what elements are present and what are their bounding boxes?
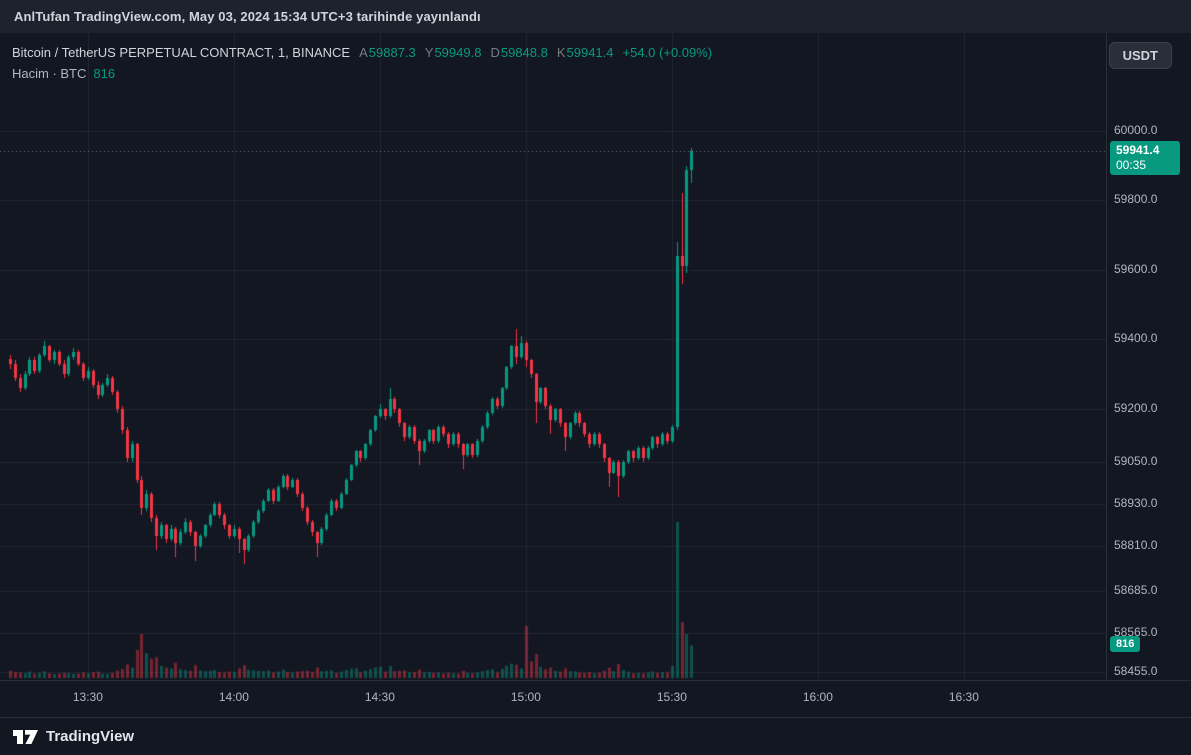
currency-toggle-button[interactable]: USDT bbox=[1108, 42, 1172, 69]
legend-volume-row: Hacim · BTC 816 bbox=[12, 63, 712, 84]
close-label: K bbox=[556, 45, 566, 60]
time-axis-label: 16:00 bbox=[802, 690, 833, 704]
chart-area: Bitcoin / TetherUS PERPETUAL CONTRACT, 1… bbox=[0, 33, 1106, 680]
last-price-value: 59941.4 bbox=[1116, 143, 1160, 158]
tradingview-brand-link[interactable]: TradingView bbox=[13, 728, 134, 746]
price-axis-label: 59050.0 bbox=[1114, 453, 1158, 468]
open-value: 59887.3 bbox=[368, 45, 416, 60]
price-axis-label: 58455.0 bbox=[1114, 664, 1158, 678]
volume-indicator-value: 816 bbox=[93, 66, 116, 81]
high-label: Y bbox=[424, 45, 434, 60]
last-price-badge: 59941.4 00:35 bbox=[1110, 141, 1180, 176]
low-value: 59848.8 bbox=[500, 45, 548, 60]
time-axis-label: 16:30 bbox=[948, 690, 979, 704]
price-axis-label: 60000.0 bbox=[1114, 123, 1158, 137]
volume-indicator-label[interactable]: Hacim · BTC bbox=[12, 66, 87, 81]
symbol-title[interactable]: Bitcoin / TetherUS PERPETUAL CONTRACT, 1… bbox=[12, 45, 351, 60]
footer-bar: TradingView bbox=[0, 717, 1191, 755]
price-axis-label: 59600.0 bbox=[1114, 261, 1158, 276]
time-axis-label: 14:30 bbox=[364, 690, 395, 704]
price-axis-label: 59800.0 bbox=[1114, 192, 1158, 207]
change-value: +54.0 (+0.09%) bbox=[622, 45, 713, 60]
candlestick-chart-canvas[interactable] bbox=[0, 33, 1106, 680]
time-axis-label: 13:30 bbox=[72, 690, 103, 704]
time-axis-label: 14:00 bbox=[218, 690, 249, 704]
legend-symbol-row: Bitcoin / TetherUS PERPETUAL CONTRACT, 1… bbox=[12, 42, 712, 63]
tradingview-logo-icon bbox=[13, 729, 38, 744]
time-axis-label: 15:30 bbox=[656, 690, 687, 704]
time-axis[interactable]: 13:30 14:00 14:30 15:00 15:30 16:00 16:30 bbox=[0, 680, 1191, 717]
close-value: 59941.4 bbox=[566, 45, 614, 60]
price-axis-label: 58810.0 bbox=[1114, 538, 1158, 553]
bar-countdown: 00:35 bbox=[1116, 158, 1147, 173]
time-axis-label: 15:00 bbox=[510, 690, 541, 704]
low-label: D bbox=[490, 45, 500, 60]
volume-value-badge: 816 bbox=[1110, 636, 1141, 653]
price-axis-label: 59200.0 bbox=[1114, 401, 1158, 416]
symbol-legend: Bitcoin / TetherUS PERPETUAL CONTRACT, 1… bbox=[12, 42, 712, 84]
tradingview-brand-text: TradingView bbox=[46, 728, 135, 745]
price-axis[interactable]: 59941.4 00:35 816 60000.0 59800.0 59600.0 5… bbox=[1106, 33, 1191, 680]
price-axis-label: 58565.0 bbox=[1114, 625, 1158, 639]
high-value: 59949.8 bbox=[434, 45, 482, 60]
publish-info-text: AnlTufan TradingView.com, May 03, 2024 1… bbox=[14, 9, 481, 24]
price-axis-label: 58685.0 bbox=[1114, 582, 1158, 597]
price-axis-label: 59400.0 bbox=[1114, 331, 1158, 346]
open-label: A bbox=[359, 45, 368, 60]
price-axis-label: 58930.0 bbox=[1114, 496, 1158, 511]
publish-info-bar: AnlTufan TradingView.com, May 03, 2024 1… bbox=[0, 0, 1191, 33]
